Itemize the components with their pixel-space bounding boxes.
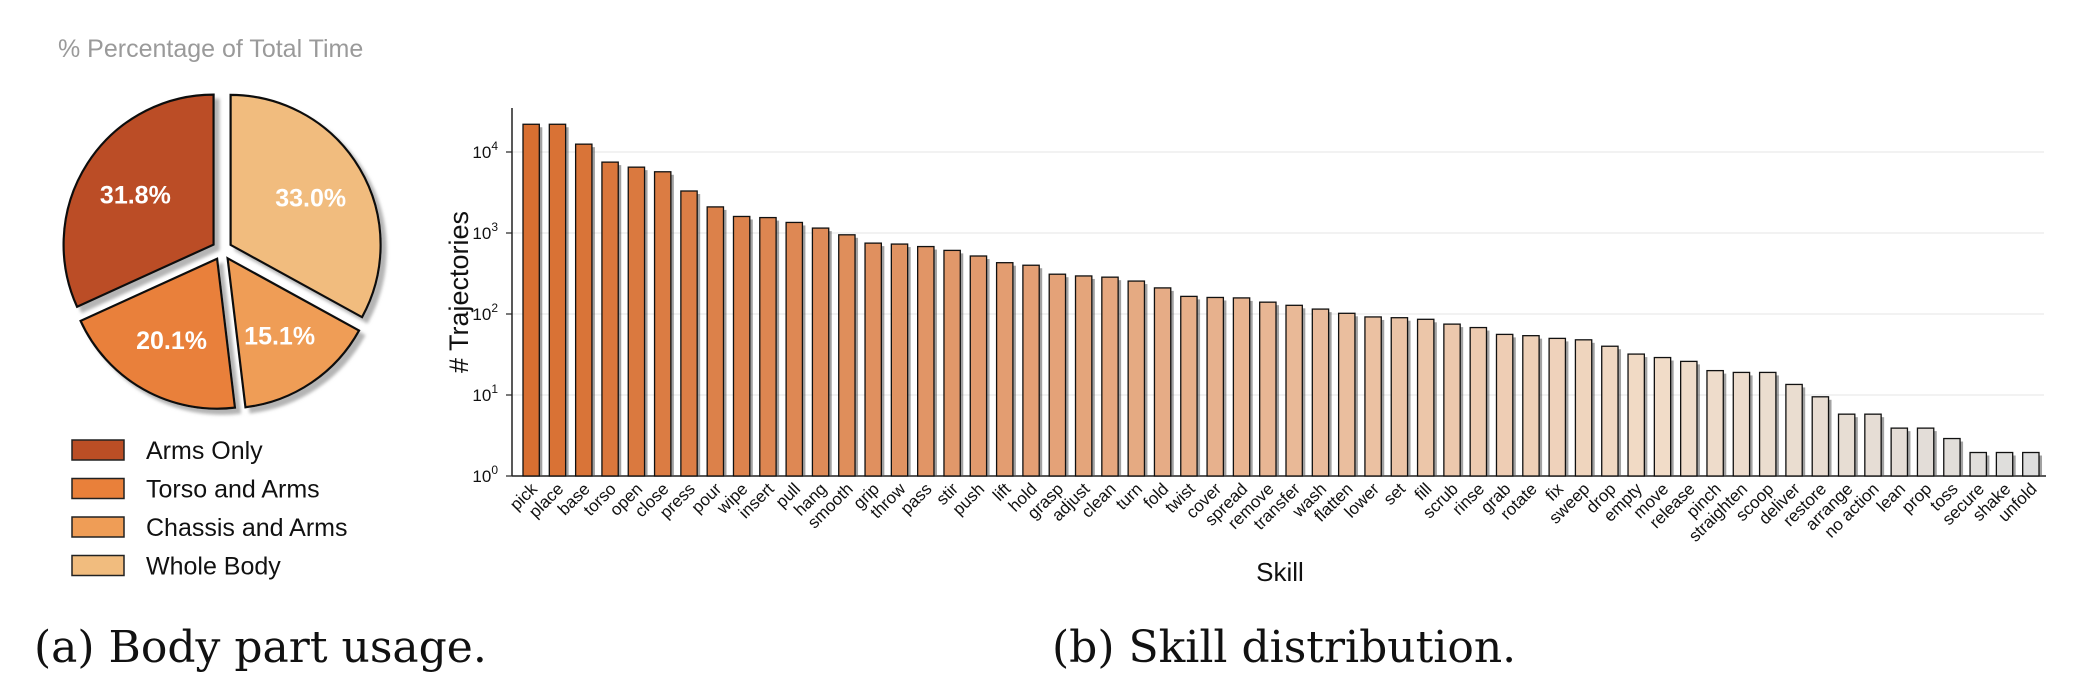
bar-hang xyxy=(811,227,830,477)
bar-grip xyxy=(864,242,882,477)
bar-twist xyxy=(1180,295,1198,477)
bar-release xyxy=(1680,360,1698,477)
bar-hold xyxy=(1022,264,1040,477)
x-axis-tick-labels: pickplacebasetorsoopenclosepresspourwipe… xyxy=(506,479,2041,546)
bar-pour xyxy=(706,206,725,477)
bar-toss xyxy=(1943,437,1961,477)
bar-grasp xyxy=(1048,273,1067,477)
bar-fill xyxy=(1416,318,1435,477)
bar-drop xyxy=(1601,345,1619,477)
bar-chart-panel: 100 101 102 103 104 pickplacebasetorsoopencl… xyxy=(444,108,2046,587)
bar-scrub xyxy=(1443,323,1461,477)
bar-sweep xyxy=(1574,339,1593,477)
bar-pull xyxy=(785,221,804,477)
pie-slice-whole-body xyxy=(229,93,382,319)
y-tick-label: 104 xyxy=(472,139,498,162)
caption-body-part-usage: (a) Body part usage. xyxy=(34,622,487,673)
y-axis-label: # Trajectories xyxy=(444,211,474,373)
bar-grab xyxy=(1495,333,1514,477)
bar-turn xyxy=(1127,280,1146,477)
legend-item-arms-only: Arms Only xyxy=(71,437,263,465)
bar-press xyxy=(680,190,698,477)
legend-item-whole-body: Whole Body xyxy=(71,553,281,581)
pie-slices: 33.0% 15.1% 20.1% 31.8% xyxy=(62,93,382,410)
legend-item-torso-and-arms: Torso and Arms xyxy=(71,476,320,504)
bar-straighten xyxy=(1732,371,1751,477)
bar-wash xyxy=(1311,308,1330,477)
legend-label-torso-and-arms: Torso and Arms xyxy=(146,476,320,504)
bar-series xyxy=(522,123,2043,477)
bar-remove xyxy=(1259,301,1277,477)
pie-slice-chassis-and-arms xyxy=(226,256,361,409)
bar-shake xyxy=(1995,451,2014,477)
bar-wipe xyxy=(732,215,751,477)
legend-label-chassis-and-arms: Chassis and Arms xyxy=(146,514,347,542)
legend-swatch-whole-body xyxy=(71,554,125,577)
bar-spread xyxy=(1232,297,1251,477)
pie-legend: Arms Only Torso and Arms Chassis and Arms W… xyxy=(71,437,347,581)
caption-skill-distribution: (b) Skill distribution. xyxy=(1052,622,1517,673)
legend-swatch-torso-and-arms xyxy=(71,477,125,500)
bar-pinch xyxy=(1706,369,1724,477)
bar-pick xyxy=(522,123,540,477)
bar-scoop xyxy=(1758,371,1777,477)
bar-place xyxy=(548,123,567,477)
pie-chart-title: % Percentage of Total Time xyxy=(58,35,363,63)
bar-no-action xyxy=(1864,413,1882,477)
bar-pass xyxy=(917,245,935,477)
bar-push xyxy=(969,255,988,477)
y-tick-label: 103 xyxy=(472,220,498,243)
bar-stir xyxy=(943,249,961,477)
bar-unfold xyxy=(2022,451,2040,477)
bar-prop xyxy=(1916,427,1935,477)
bar-secure xyxy=(1969,451,1988,477)
pie-slice-label-arms-only: 31.8% xyxy=(100,181,171,209)
bar-flatten xyxy=(1337,312,1356,477)
bar-deliver xyxy=(1785,383,1803,477)
bar-transfer xyxy=(1285,304,1303,477)
bar-empty xyxy=(1627,353,1645,477)
bar-open xyxy=(627,166,646,477)
x-tick-label-pass: pass xyxy=(897,479,936,518)
pie-slice-torso-and-arms xyxy=(79,257,237,410)
bar-throw xyxy=(890,243,909,477)
bar-move xyxy=(1653,356,1672,477)
legend-label-arms-only: Arms Only xyxy=(146,437,263,465)
pie-slice-label-chassis-and-arms: 15.1% xyxy=(244,322,315,350)
pie-chart-panel: % Percentage of Total Time 33.0% 15.1% 20.… xyxy=(58,35,382,581)
bar-close xyxy=(653,171,672,477)
bar-arrange xyxy=(1837,413,1856,477)
bar-lift xyxy=(995,262,1014,477)
legend-swatch-chassis-and-arms xyxy=(71,516,125,538)
x-tick-label-set: set xyxy=(1380,479,1410,509)
bar-rotate xyxy=(1522,335,1540,477)
bar-torso xyxy=(601,161,619,477)
bar-restore xyxy=(1811,396,1830,477)
legend-item-chassis-and-arms: Chassis and Arms xyxy=(71,514,347,542)
bar-fix xyxy=(1548,337,1567,477)
bar-base xyxy=(574,143,593,477)
pie-slice-label-torso-and-arms: 20.1% xyxy=(136,327,207,355)
pie-slice-label-whole-body: 33.0% xyxy=(275,185,346,213)
bar-adjust xyxy=(1074,275,1093,477)
bar-smooth xyxy=(838,234,856,477)
pie-slice-arms-only xyxy=(62,93,215,309)
bar-set xyxy=(1390,317,1409,477)
y-tick-label: 101 xyxy=(472,382,498,405)
x-tick-label-push: push xyxy=(949,479,989,519)
bar-rinse xyxy=(1469,326,1488,477)
y-axis-ticks: 100 101 102 103 104 xyxy=(472,139,512,486)
bar-lower xyxy=(1364,316,1382,477)
y-tick-label: 100 xyxy=(472,463,498,486)
bar-lean xyxy=(1890,427,1909,477)
legend-swatch-arms-only xyxy=(71,439,125,461)
legend-label-whole-body: Whole Body xyxy=(146,553,281,581)
y-tick-label: 102 xyxy=(472,301,498,324)
bar-insert xyxy=(759,216,777,477)
x-axis-label: Skill xyxy=(1256,557,1304,587)
bar-fold xyxy=(1153,287,1172,477)
bar-cover xyxy=(1206,296,1225,477)
bar-clean xyxy=(1101,276,1119,477)
